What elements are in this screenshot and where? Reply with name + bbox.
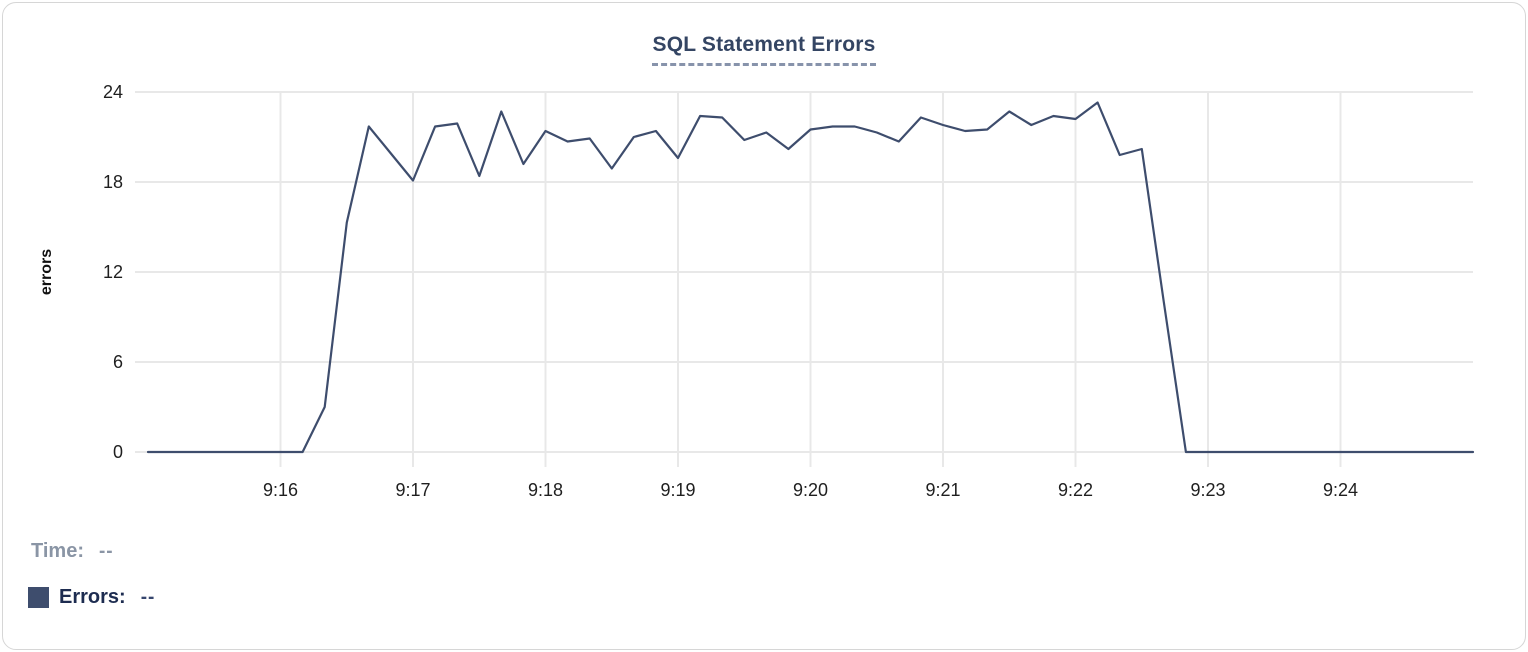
x-tick-label: 9:18 [528,480,563,500]
y-tick-label: 18 [103,172,123,192]
errors-readout-label: Errors: [59,586,126,608]
chart-title[interactable]: SQL Statement Errors [652,33,876,66]
x-tick-label: 9:24 [1323,480,1358,500]
y-axis-title: errors [38,249,55,295]
y-tick-label: 12 [103,262,123,282]
chart-title-block: SQL Statement Errors [3,33,1525,66]
x-tick-labels: 9:16 9:17 9:18 9:19 9:20 9:21 9:22 9:23 9:24 [263,480,1358,500]
x-tick-label: 9:17 [395,480,430,500]
y-tick-label: 24 [103,82,123,102]
errors-line-chart[interactable]: 0 6 12 18 24 9:16 9:17 9:18 9:19 9:20 9:21 9:22 9:23… [3,3,1526,515]
y-tick-label: 0 [113,442,123,462]
y-tick-label: 6 [113,352,123,372]
errors-series-line[interactable] [146,101,1475,454]
errors-readout-row: Errors: -- [28,586,155,609]
errors-series-swatch-icon [28,587,49,608]
x-tick-label: 9:23 [1190,480,1225,500]
time-readout-label: Time: [31,540,84,562]
errors-readout-value: -- [140,586,156,608]
x-tick-label: 9:21 [925,480,960,500]
x-tick-label: 9:16 [263,480,298,500]
x-tick-label: 9:22 [1058,480,1093,500]
time-readout-row: Time: -- [31,540,114,563]
x-gridlines [279,92,1342,467]
x-tick-label: 9:20 [793,480,828,500]
x-tick-label: 9:19 [660,480,695,500]
y-gridlines [135,91,1473,453]
y-tick-labels: 0 6 12 18 24 [103,82,123,462]
time-readout-value: -- [98,540,114,562]
